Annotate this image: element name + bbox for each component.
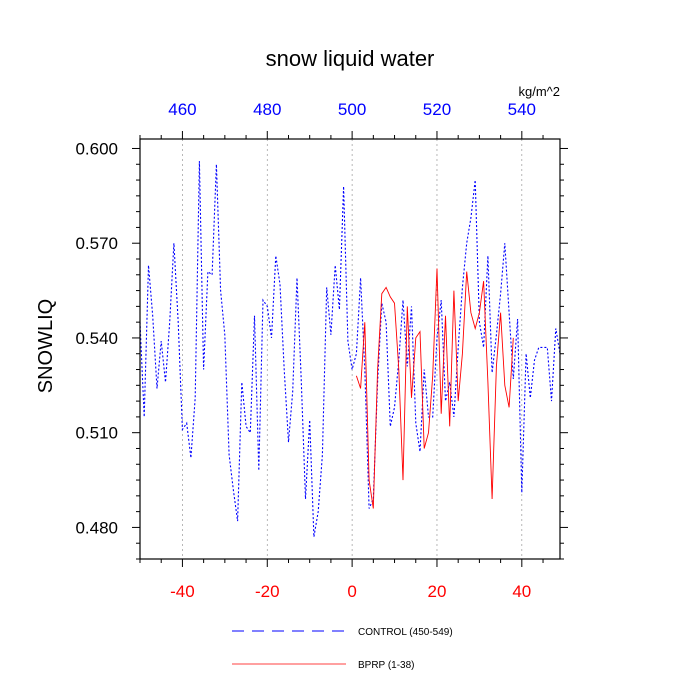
x-tick-label: -40 [170,582,195,601]
x-tick-label: -20 [255,582,280,601]
y-tick-label: 0.510 [75,424,118,443]
x-tick-label: 40 [512,582,531,601]
top-axis-units: kg/m^2 [518,84,560,99]
series-lines [139,161,561,537]
y-tick-label: 0.570 [75,234,118,253]
top-tick-label: 540 [508,100,536,119]
legend-label: CONTROL (450-549) [358,627,453,638]
top-tick-label: 480 [253,100,281,119]
y-axis-label: SNOWLIQ [35,299,57,393]
series-line-1 [139,161,561,537]
top-tick-label: 500 [338,100,366,119]
plot-frame [139,138,561,560]
top-tick-label: 460 [168,100,196,119]
axis-ticks [132,131,568,567]
grid-lines [182,139,523,559]
chart-title: snow liquid water [266,46,435,71]
y-tick-label: 0.600 [75,139,118,158]
legend-label: BPRP (1-38) [358,660,415,671]
x-tick-label: 20 [428,582,447,601]
top-tick-label: 520 [423,100,451,119]
legend: CONTROL (450-549) BPRP (1-38) [232,627,453,671]
series-line-2 [355,268,514,509]
x-tick-label: 0 [347,582,356,601]
tick-labels: -40 -20 0 20 40 460 480 500 520 540 0.600 0.570 0.54… [75,100,536,601]
y-tick-label: 0.480 [75,518,118,537]
y-tick-label: 0.540 [75,329,118,348]
